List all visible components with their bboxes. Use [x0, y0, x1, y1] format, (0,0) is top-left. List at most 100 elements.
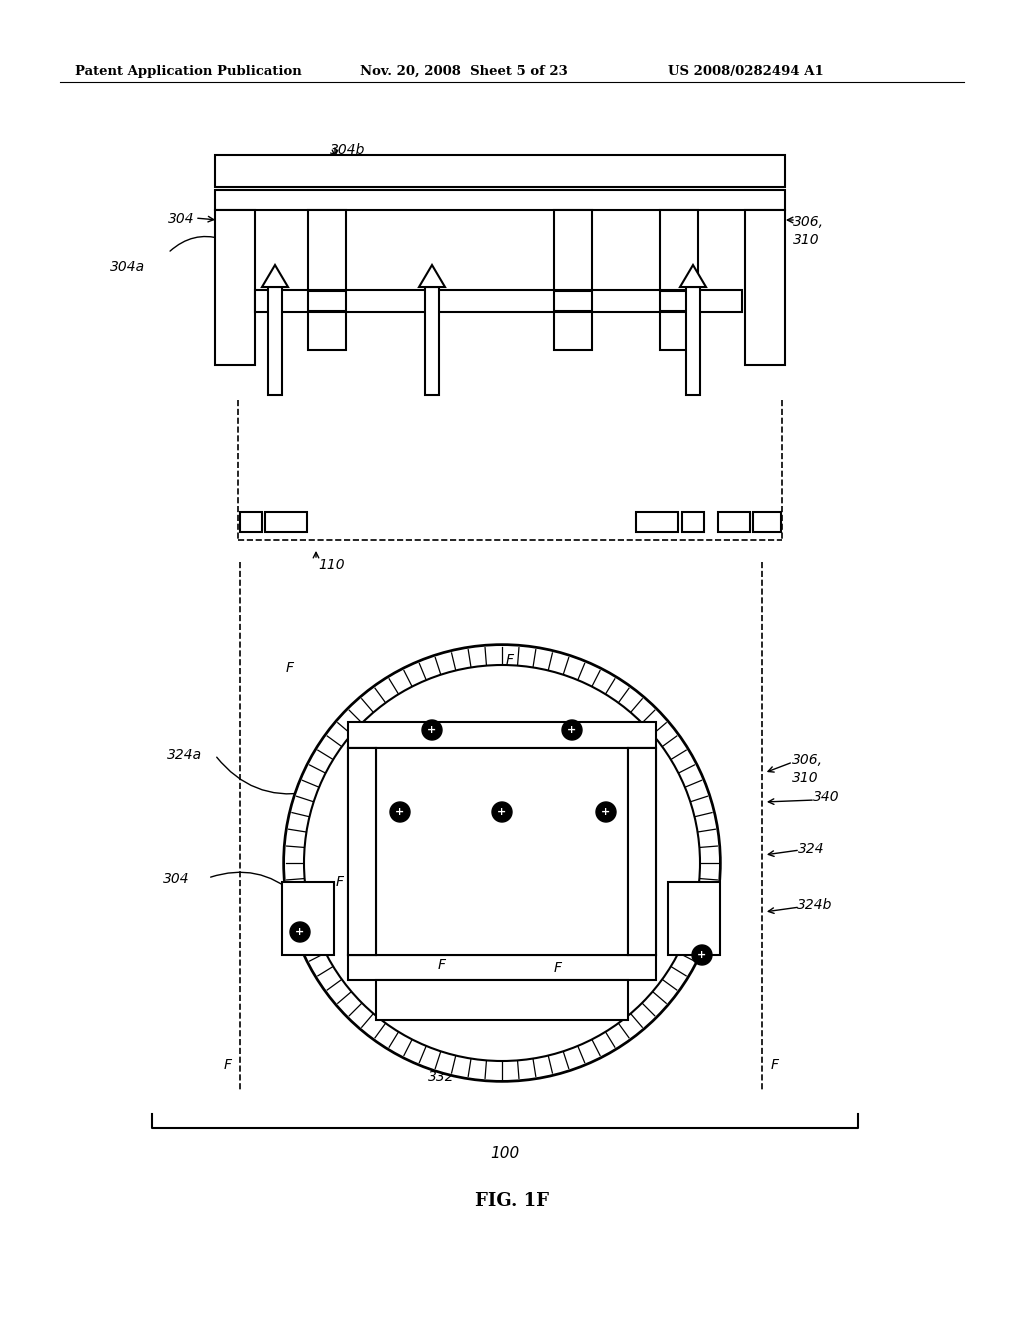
Text: F: F — [771, 1059, 779, 1072]
Text: +: + — [498, 807, 507, 817]
Bar — [554, 290, 592, 312]
Bar — [215, 210, 255, 366]
Text: F: F — [506, 653, 514, 667]
Bar — [660, 210, 698, 350]
Bar — [240, 512, 262, 532]
Bar — [282, 882, 334, 954]
Bar — [554, 290, 592, 312]
Bar — [636, 512, 678, 532]
Text: +: + — [295, 927, 304, 937]
Bar — [348, 748, 376, 954]
FancyArrowPatch shape — [170, 236, 221, 251]
Bar — [753, 512, 781, 532]
Text: 324b: 324b — [797, 898, 833, 912]
Text: +: + — [601, 807, 610, 817]
Bar — [376, 748, 628, 954]
Text: 308: 308 — [478, 752, 505, 767]
Bar — [554, 210, 592, 350]
Bar — [660, 290, 698, 312]
Polygon shape — [680, 265, 706, 286]
Text: +: + — [567, 725, 577, 735]
Text: 304b: 304b — [330, 143, 366, 157]
Bar — [348, 748, 376, 954]
Bar — [240, 512, 262, 532]
Text: +: + — [427, 725, 436, 735]
Bar — [682, 512, 705, 532]
Bar — [348, 748, 376, 954]
Bar — [628, 748, 656, 954]
Text: +: + — [697, 950, 707, 960]
Text: F: F — [554, 961, 562, 975]
Text: Patent Application Publication: Patent Application Publication — [75, 65, 302, 78]
Text: Nov. 20, 2008  Sheet 5 of 23: Nov. 20, 2008 Sheet 5 of 23 — [360, 65, 567, 78]
Circle shape — [290, 921, 310, 942]
Bar — [753, 512, 781, 532]
Polygon shape — [419, 265, 445, 286]
Text: 100: 100 — [490, 1146, 519, 1162]
Bar — [425, 286, 439, 395]
Bar — [628, 748, 656, 954]
Bar — [255, 290, 742, 312]
Bar — [660, 290, 698, 312]
Bar — [215, 190, 785, 210]
Bar — [348, 722, 656, 748]
Bar — [215, 210, 255, 366]
Text: 324a: 324a — [167, 748, 202, 762]
Bar — [268, 286, 282, 395]
Bar — [265, 512, 307, 532]
Text: US 2008/0282494 A1: US 2008/0282494 A1 — [668, 65, 823, 78]
Bar — [282, 882, 334, 954]
FancyArrowPatch shape — [211, 873, 295, 894]
Text: F: F — [286, 661, 294, 675]
Text: 110: 110 — [318, 558, 345, 572]
Circle shape — [304, 665, 700, 1061]
Bar — [628, 748, 656, 954]
Text: 306,
310: 306, 310 — [793, 215, 824, 247]
Bar — [348, 748, 376, 954]
Bar — [718, 512, 750, 532]
Polygon shape — [262, 265, 288, 286]
Text: F: F — [336, 875, 344, 888]
Bar — [628, 748, 656, 954]
Bar — [308, 210, 346, 350]
Text: +: + — [395, 807, 404, 817]
Bar — [745, 210, 785, 366]
Text: 306,
310: 306, 310 — [792, 752, 823, 785]
Text: 304a: 304a — [110, 260, 145, 275]
Circle shape — [692, 945, 712, 965]
Circle shape — [422, 719, 442, 741]
Text: F: F — [438, 958, 446, 972]
Bar — [668, 882, 720, 954]
Bar — [255, 290, 742, 312]
Bar — [308, 290, 346, 312]
Bar — [308, 290, 346, 312]
Bar — [686, 286, 700, 395]
Text: FIG. 1F: FIG. 1F — [475, 1192, 549, 1210]
Text: 324: 324 — [798, 842, 824, 855]
Bar — [348, 748, 376, 954]
Bar — [745, 210, 785, 366]
Circle shape — [492, 803, 512, 822]
Text: 304: 304 — [163, 873, 189, 886]
Bar — [308, 210, 346, 350]
Text: 340: 340 — [813, 789, 840, 804]
Text: F: F — [224, 1059, 232, 1072]
Bar — [628, 748, 656, 954]
Bar — [554, 210, 592, 350]
Circle shape — [596, 803, 616, 822]
Bar — [265, 512, 307, 532]
FancyArrowPatch shape — [217, 758, 306, 793]
Bar — [636, 512, 678, 532]
Circle shape — [562, 719, 582, 741]
Bar — [660, 210, 698, 350]
Bar — [668, 882, 720, 954]
Circle shape — [285, 645, 719, 1080]
Bar — [660, 290, 698, 312]
Bar — [348, 954, 656, 979]
Bar — [215, 154, 785, 187]
Bar — [308, 290, 346, 312]
Bar — [348, 722, 656, 748]
Circle shape — [390, 803, 410, 822]
Bar — [215, 154, 785, 187]
Text: 304: 304 — [168, 213, 195, 226]
